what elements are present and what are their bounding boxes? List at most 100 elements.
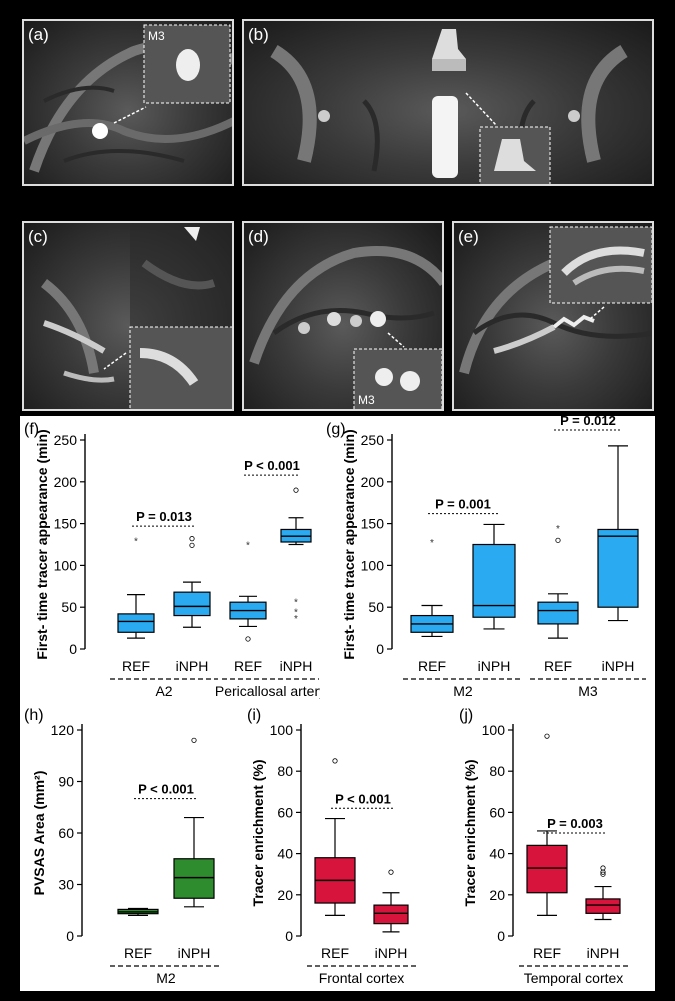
mri-panel-e: (e) <box>452 221 654 411</box>
outlier-point <box>245 636 251 642</box>
outlier-point <box>388 869 394 875</box>
box <box>173 591 211 617</box>
y-axis-label: Tracer enrichment (%) <box>250 759 266 906</box>
mri-panel-d: (d) M3 <box>242 221 444 411</box>
box <box>173 858 215 899</box>
extreme-point: * <box>246 541 250 552</box>
y-tick-label: 50 <box>368 599 384 615</box>
p-value-label: P = 0.003 <box>547 816 603 831</box>
inset-label: M3 <box>148 29 165 43</box>
category-label: iNPH <box>375 945 408 961</box>
y-tick-label: 0 <box>69 641 77 657</box>
y-tick-label: 250 <box>361 432 385 448</box>
extreme-point: * <box>134 536 138 547</box>
category-label: iNPH <box>478 658 511 674</box>
category-label: REF <box>418 658 446 674</box>
category-label: iNPH <box>587 945 620 961</box>
y-tick-label: 40 <box>277 846 293 862</box>
category-label: iNPH <box>176 658 209 674</box>
outlier-point <box>191 737 197 743</box>
y-tick-label: 200 <box>54 474 78 490</box>
category-label: REF <box>122 658 150 674</box>
y-axis-label: First- time tracer appearance (min) <box>34 429 50 659</box>
panel-label: (g) <box>326 421 346 438</box>
y-tick-label: 100 <box>361 557 385 573</box>
group-label: M2 <box>156 970 176 986</box>
group-label: Frontal cortex <box>319 970 405 986</box>
y-axis-label: First- time tracer appearance (min) <box>341 429 357 659</box>
extreme-point: * <box>294 607 298 618</box>
outlier-point <box>600 869 606 875</box>
extreme-point: * <box>294 597 298 608</box>
outlier-point <box>332 758 338 764</box>
y-tick-label: 20 <box>277 887 293 903</box>
chart-j: (j) 0 20 40 60 80 100 Tracer enrichment (%) REF i… <box>459 707 628 986</box>
box <box>373 904 409 925</box>
mri-image <box>40 223 232 409</box>
y-tick-label: 0 <box>376 641 384 657</box>
y-axis-label: PVSAS Area (mm²) <box>31 771 47 896</box>
category-label: iNPH <box>280 658 313 674</box>
mri-image <box>459 226 652 375</box>
y-tick-label: 60 <box>58 825 74 841</box>
outlier-point <box>293 487 299 493</box>
p-value-label: P < 0.001 <box>335 791 391 806</box>
y-tick-label: 100 <box>482 722 506 738</box>
p-value-label: P < 0.001 <box>138 782 194 797</box>
outlier-point <box>544 733 550 739</box>
y-tick-label: 100 <box>270 722 294 738</box>
y-tick-label: 250 <box>54 432 78 448</box>
outlier-point <box>189 536 195 542</box>
panel-label: (a) <box>28 25 49 44</box>
mri-image <box>270 29 628 184</box>
inset-label: M3 <box>358 393 375 407</box>
box <box>537 601 579 625</box>
mri-panel-b: (b) <box>242 19 654 186</box>
p-value-label: P = 0.013 <box>136 509 192 524</box>
panel-label: (h) <box>24 707 44 724</box>
panel-label: (b) <box>248 25 269 44</box>
y-tick-label: 80 <box>277 763 293 779</box>
y-tick-label: 150 <box>54 516 78 532</box>
box <box>526 844 568 894</box>
y-axis-label: Tracer enrichment (%) <box>462 759 478 906</box>
y-tick-label: 150 <box>361 516 385 532</box>
category-label: REF <box>124 945 152 961</box>
box <box>585 898 621 914</box>
panel-label: (j) <box>459 707 473 724</box>
mri-panel-c: (c) <box>22 221 234 411</box>
p-value-label: P = 0.001 <box>435 497 491 512</box>
group-label: Pericallosal artery <box>215 683 320 699</box>
box <box>472 543 516 618</box>
panel-label: (i) <box>247 707 261 724</box>
y-tick-label: 0 <box>66 928 74 944</box>
group-label: A2 <box>155 683 172 699</box>
extreme-point: * <box>430 538 434 549</box>
group-label: M3 <box>578 683 598 699</box>
y-tick-label: 0 <box>497 928 505 944</box>
y-tick-label: 60 <box>277 804 293 820</box>
y-tick-label: 60 <box>489 804 505 820</box>
outlier-point <box>600 871 606 877</box>
extreme-point: * <box>556 524 560 535</box>
outlier-point <box>555 537 561 543</box>
y-tick-label: 100 <box>54 557 78 573</box>
y-tick-label: 200 <box>361 474 385 490</box>
y-tick-label: 20 <box>489 887 505 903</box>
outlier-point <box>189 542 195 548</box>
category-label: iNPH <box>178 945 211 961</box>
panel-label: (d) <box>248 227 269 246</box>
y-tick-label: 50 <box>61 599 77 615</box>
category-label: REF <box>533 945 561 961</box>
y-tick-label: 40 <box>489 846 505 862</box>
category-label: REF <box>234 658 262 674</box>
y-tick-label: 80 <box>489 763 505 779</box>
y-tick-label: 120 <box>51 722 75 738</box>
y-tick-label: 30 <box>58 877 74 893</box>
extreme-point: * <box>294 614 298 625</box>
box <box>117 613 155 633</box>
group-label: M2 <box>453 683 473 699</box>
p-value-label: P < 0.001 <box>244 458 300 473</box>
